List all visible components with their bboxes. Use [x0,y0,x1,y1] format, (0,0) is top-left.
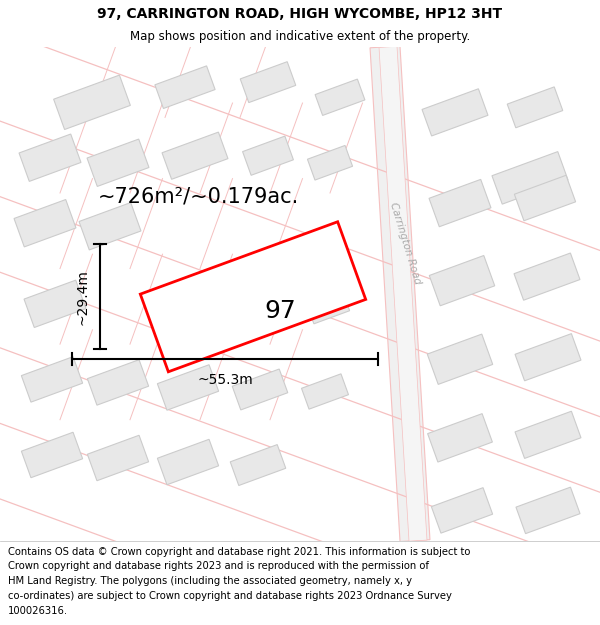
Polygon shape [427,334,493,384]
Polygon shape [514,253,580,300]
Text: co-ordinates) are subject to Crown copyright and database rights 2023 Ordnance S: co-ordinates) are subject to Crown copyr… [8,591,452,601]
Polygon shape [422,89,488,136]
Text: Carrington Road: Carrington Road [388,201,422,286]
Polygon shape [88,435,149,481]
Text: 100026316.: 100026316. [8,606,68,616]
Polygon shape [428,414,493,462]
Text: 97: 97 [264,299,296,323]
Polygon shape [79,202,141,250]
Polygon shape [14,199,76,247]
Polygon shape [88,360,149,405]
Polygon shape [19,134,81,181]
Polygon shape [242,136,293,175]
Polygon shape [370,46,430,541]
Polygon shape [155,66,215,109]
Text: ~55.3m: ~55.3m [197,373,253,388]
Text: Contains OS data © Crown copyright and database right 2021. This information is : Contains OS data © Crown copyright and d… [8,546,470,556]
Polygon shape [516,487,580,534]
Polygon shape [22,357,83,402]
Polygon shape [232,369,288,410]
Polygon shape [515,334,581,381]
Text: ~29.4m: ~29.4m [76,269,90,325]
Text: HM Land Registry. The polygons (including the associated geometry, namely x, y: HM Land Registry. The polygons (includin… [8,576,412,586]
Polygon shape [87,139,149,186]
Text: ~726m²/~0.179ac.: ~726m²/~0.179ac. [97,186,299,206]
Polygon shape [307,290,350,324]
Polygon shape [240,62,296,102]
Polygon shape [302,374,349,409]
Polygon shape [429,179,491,227]
Polygon shape [429,256,495,306]
Polygon shape [24,280,86,328]
Polygon shape [507,87,563,128]
Polygon shape [315,79,365,116]
Polygon shape [492,152,568,204]
Polygon shape [431,488,493,533]
Polygon shape [53,75,130,129]
Text: Crown copyright and database rights 2023 and is reproduced with the permission o: Crown copyright and database rights 2023… [8,561,429,571]
Text: 97, CARRINGTON ROAD, HIGH WYCOMBE, HP12 3HT: 97, CARRINGTON ROAD, HIGH WYCOMBE, HP12 … [97,7,503,21]
Polygon shape [307,146,353,180]
Polygon shape [140,222,365,372]
Polygon shape [22,432,83,478]
Text: Map shows position and indicative extent of the property.: Map shows position and indicative extent… [130,30,470,43]
Polygon shape [514,175,575,221]
Polygon shape [230,444,286,486]
Polygon shape [162,132,228,179]
Polygon shape [515,411,581,458]
Polygon shape [157,365,218,410]
Polygon shape [157,439,218,485]
Polygon shape [379,46,427,541]
